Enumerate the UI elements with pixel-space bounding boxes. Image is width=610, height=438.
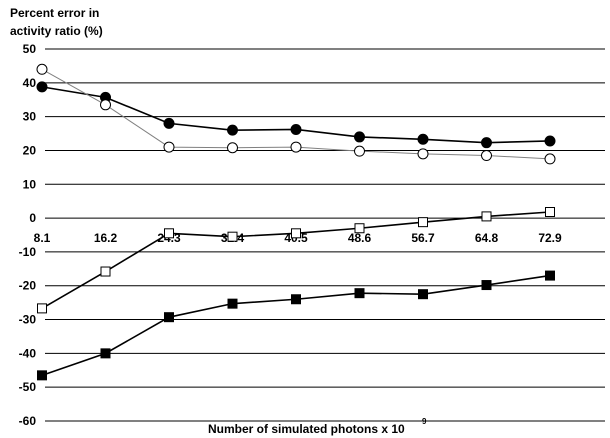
x-tick-label: 64.8 [475,231,499,245]
chart-title-line-1: Percent error in [10,6,99,20]
y-tick-label: -10 [19,245,37,259]
data-point-filled-square [481,280,492,291]
y-tick-label: 10 [23,177,37,191]
data-point-open-circle [417,148,429,160]
data-point-open-square [100,266,111,277]
y-tick-label: 50 [23,42,37,56]
y-tick-labels: 50 40 30 20 10 0 -10 -20 -30 -40 -50 -60 [19,42,37,428]
data-point-open-circle [481,150,492,162]
data-point-open-circle [227,142,238,154]
x-tick-label: 16.2 [94,231,118,245]
data-point-open-square [481,211,492,222]
data-point-filled-circle [163,117,175,129]
data-point-open-square [354,223,365,234]
series-line-filled-square [41,274,551,377]
data-point-filled-square [291,294,301,305]
data-point-filled-square [227,298,238,309]
data-point-filled-circle [36,81,48,93]
y-tick-label: -40 [19,346,37,360]
x-axis-label-exponent: 9 [422,417,427,426]
data-point-open-circle [354,145,365,157]
x-tick-label: 48.6 [348,231,372,245]
x-tick-labels: 8.116.224.332.440.548.656.764.872.9 [34,231,562,245]
data-point-filled-circle [544,135,556,147]
y-tick-label: -30 [19,313,37,327]
gridlines [45,48,605,422]
data-point-filled-circle [354,131,365,143]
x-axis-label: Number of simulated photons x 10 [208,422,405,436]
data-point-filled-square [37,370,47,381]
data-point-filled-circle [481,137,492,149]
data-point-filled-square [354,288,365,299]
data-point-open-circle [544,153,556,165]
data-point-filled-circle [227,124,238,136]
y-tick-label: -50 [19,380,37,394]
y-tick-label: 0 [29,211,36,225]
series-line-open-square [41,211,551,310]
y-tick-label: 40 [23,76,37,90]
data-point-filled-circle [290,123,302,135]
data-point-open-square [291,228,301,239]
y-tick-label: -60 [19,414,37,428]
y-tick-label: 30 [23,110,37,124]
y-tick-label: -20 [19,279,37,293]
x-tick-label: 8.1 [34,231,51,245]
data-point-filled-circle [417,133,429,145]
data-point-open-square [545,207,555,218]
data-point-open-circle [163,141,175,153]
data-point-filled-square [545,270,555,281]
data-point-open-square [164,228,174,239]
x-tick-label: 56.7 [411,231,435,245]
data-point-open-square [227,231,238,242]
data-point-open-square [37,303,47,314]
data-point-open-circle [36,63,48,75]
series-group [36,63,556,381]
chart-title-line-2: activity ratio (%) [10,24,103,38]
data-point-filled-square [100,348,111,359]
data-point-open-square [418,217,428,228]
y-tick-label: 20 [23,143,37,157]
data-point-filled-square [418,289,428,300]
x-tick-label: 72.9 [538,231,562,245]
data-point-open-circle [290,141,302,153]
data-point-filled-square [164,312,174,323]
data-point-open-circle [100,99,111,111]
